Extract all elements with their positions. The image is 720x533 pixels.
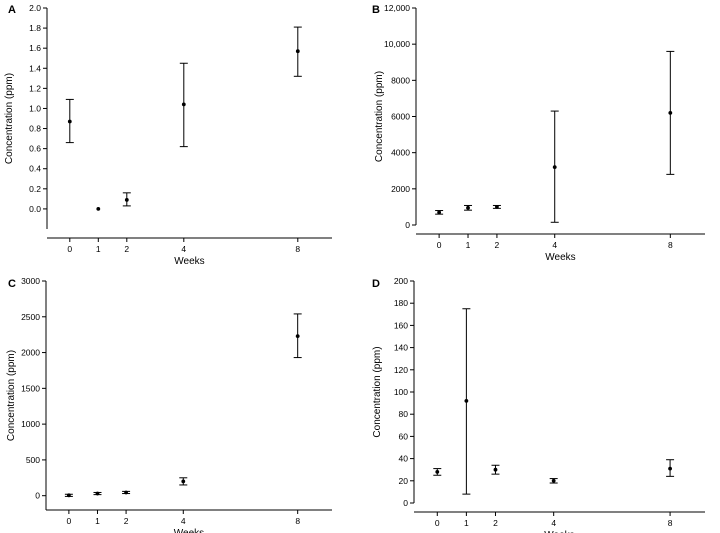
y-tick-label: 500 bbox=[26, 455, 40, 465]
data-point bbox=[96, 207, 101, 211]
y-tick-label: 6000 bbox=[391, 112, 410, 122]
data-point bbox=[551, 478, 556, 483]
data-point bbox=[552, 165, 557, 170]
x-tick-label: 8 bbox=[295, 244, 300, 254]
y-tick-label: 3000 bbox=[21, 276, 40, 286]
panel-letter: D bbox=[372, 278, 380, 290]
y-tick-label: 0.2 bbox=[29, 184, 41, 194]
y-tick-label: 8000 bbox=[391, 75, 410, 85]
y-tick-label: 2000 bbox=[391, 184, 410, 194]
y-tick-label: 40 bbox=[399, 454, 409, 464]
y-tick-label: 1.6 bbox=[29, 43, 41, 53]
y-tick-label: 0 bbox=[405, 220, 410, 230]
data-point bbox=[464, 398, 469, 403]
y-tick-label: 2500 bbox=[21, 312, 40, 322]
y-tick-label: 1.2 bbox=[29, 83, 41, 93]
y-tick-label: 140 bbox=[394, 343, 408, 353]
data-point bbox=[181, 102, 186, 107]
panel-b: B 0 2000 4000 6000 8000 10,000 12,000 0 1 2 4 8 Weeks… bbox=[372, 3, 705, 263]
data-point bbox=[124, 490, 128, 495]
x-tick-label: 2 bbox=[495, 240, 500, 250]
data-point bbox=[124, 197, 129, 202]
x-tick-label: 2 bbox=[124, 516, 129, 526]
y-axis-title: Concentration (ppm) bbox=[4, 73, 15, 164]
x-tick-label: 2 bbox=[493, 518, 498, 528]
data-point bbox=[493, 467, 498, 472]
data-point bbox=[95, 491, 100, 496]
x-tick-label: 4 bbox=[181, 516, 186, 526]
y-tick-label: 100 bbox=[394, 387, 408, 397]
data-point bbox=[437, 210, 442, 215]
x-tick-label: 1 bbox=[95, 516, 100, 526]
y-tick-label: 0.0 bbox=[29, 204, 41, 214]
y-tick-label: 1500 bbox=[21, 383, 40, 393]
y-axis-title: Concentration (ppm) bbox=[372, 346, 383, 437]
y-tick-label: 10,000 bbox=[384, 39, 410, 49]
x-tick-label: 4 bbox=[181, 244, 186, 254]
data-point bbox=[466, 205, 470, 210]
y-tick-label: 1000 bbox=[21, 419, 40, 429]
x-tick-label: 8 bbox=[668, 240, 673, 250]
x-tick-label: 2 bbox=[124, 244, 129, 254]
y-tick-label: 2.0 bbox=[29, 3, 41, 13]
y-tick-label: 120 bbox=[394, 365, 408, 375]
data-point bbox=[67, 119, 72, 124]
x-tick-label: 0 bbox=[435, 518, 440, 528]
panel-letter: A bbox=[8, 4, 16, 16]
data-point bbox=[181, 479, 186, 484]
data-point bbox=[66, 493, 71, 498]
x-tick-label: 1 bbox=[466, 240, 471, 250]
y-tick-label: 60 bbox=[399, 431, 409, 441]
y-tick-label: 1.8 bbox=[29, 23, 41, 33]
x-tick-label: 8 bbox=[295, 516, 300, 526]
x-axis-title: Weeks bbox=[174, 528, 204, 533]
data-point bbox=[668, 110, 673, 115]
y-axis-title: Concentration (ppm) bbox=[6, 350, 17, 441]
y-tick-label: 200 bbox=[394, 276, 408, 286]
y-tick-label: 160 bbox=[394, 320, 408, 330]
panel-letter: B bbox=[372, 4, 380, 16]
data-point bbox=[435, 470, 440, 474]
y-tick-label: 4000 bbox=[391, 148, 410, 158]
data-point bbox=[668, 466, 672, 471]
y-tick-label: 0.4 bbox=[29, 164, 41, 174]
panel-d: D 0 20 40 60 80 100 120 140 160 180 200 0 1 2 4 8 Weeks Co… bbox=[372, 276, 705, 533]
y-axis-title: Concentration (ppm) bbox=[374, 71, 385, 162]
y-tick-label: 180 bbox=[394, 298, 408, 308]
x-tick-label: 8 bbox=[668, 518, 673, 528]
y-tick-label: 1.0 bbox=[29, 103, 41, 113]
x-tick-label: 0 bbox=[67, 244, 72, 254]
x-tick-label: 1 bbox=[96, 244, 101, 254]
y-tick-label: 2000 bbox=[21, 348, 40, 358]
data-point bbox=[295, 49, 300, 54]
panel-letter: C bbox=[8, 278, 16, 290]
x-tick-label: 4 bbox=[552, 240, 557, 250]
y-tick-label: 0.6 bbox=[29, 144, 41, 154]
x-tick-label: 1 bbox=[464, 518, 469, 528]
x-axis-title: Weeks bbox=[545, 252, 575, 263]
y-tick-label: 0 bbox=[403, 498, 408, 508]
panel-c: C 0 500 1000 1500 2000 2500 3000 0 1 2 4 8 Weeks Conce… bbox=[6, 276, 332, 533]
data-point bbox=[295, 334, 300, 339]
data-point bbox=[495, 205, 499, 209]
y-tick-label: 0.8 bbox=[29, 124, 41, 134]
y-tick-label: 1.4 bbox=[29, 63, 41, 73]
x-tick-label: 0 bbox=[67, 516, 72, 526]
y-tick-label: 80 bbox=[399, 409, 409, 419]
y-tick-label: 20 bbox=[399, 476, 409, 486]
x-tick-label: 0 bbox=[437, 240, 442, 250]
x-axis-title: Weeks bbox=[174, 256, 204, 267]
y-tick-label: 0 bbox=[35, 491, 40, 501]
x-axis-title: Weeks bbox=[544, 530, 574, 533]
y-tick-label: 12,000 bbox=[384, 3, 410, 13]
panel-a: A 0.0 0.2 0.4 0.6 0.8 1.0 1.2 1.4 1.6 1.8 2.0 0 1 2 4 8 W… bbox=[4, 3, 332, 267]
x-tick-label: 4 bbox=[551, 518, 556, 528]
